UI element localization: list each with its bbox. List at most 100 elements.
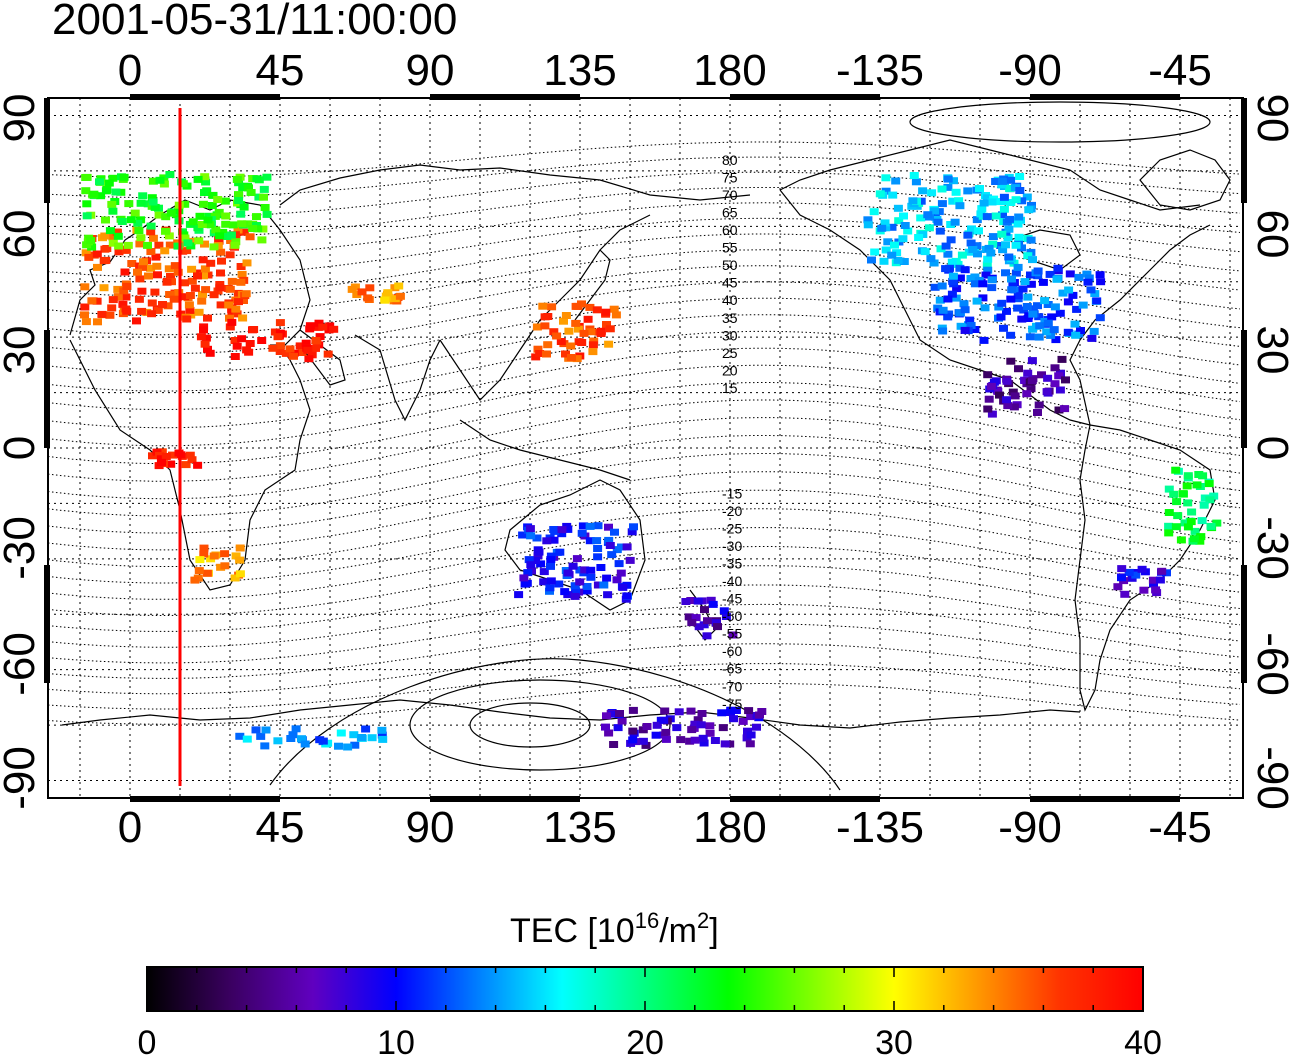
- tec-cell: [999, 198, 1009, 205]
- tec-cell: [185, 451, 195, 459]
- tec-cell: [893, 256, 903, 264]
- tec-cell: [172, 211, 182, 219]
- tec-cell: [209, 291, 219, 299]
- tec-cell: [1198, 472, 1208, 480]
- tec-cell: [681, 598, 691, 605]
- tec-cell: [134, 227, 144, 235]
- tec-cell: [1063, 298, 1073, 306]
- tec-cell: [147, 194, 157, 202]
- tec-cell: [628, 736, 638, 744]
- mag-lat-contour: [48, 249, 1241, 316]
- tec-cell: [314, 319, 324, 327]
- tec-cell: [1005, 215, 1014, 223]
- tec-cell: [173, 242, 183, 250]
- tec-cell: [1022, 303, 1032, 310]
- tec-cell: [324, 326, 334, 334]
- tec-cell: [157, 458, 166, 466]
- tec-cell: [887, 223, 897, 231]
- tec-cell: [933, 218, 943, 226]
- tec-cell: [1006, 295, 1016, 303]
- tec-cell: [1200, 494, 1210, 502]
- tec-cell: [705, 722, 715, 730]
- tec-cell: [1183, 523, 1193, 531]
- tec-cell: [200, 173, 210, 181]
- tec-cell: [367, 734, 377, 742]
- tec-cell: [687, 726, 697, 734]
- tec-cell: [318, 737, 328, 745]
- tec-cell: [987, 198, 997, 206]
- tec-cell: [252, 213, 261, 221]
- bottom-lon-label: 90: [406, 803, 455, 852]
- tec-cell: [731, 707, 741, 714]
- tec-cell: [93, 263, 102, 271]
- tec-cell: [199, 272, 208, 280]
- tec-cell: [983, 266, 993, 274]
- tec-cell: [241, 290, 251, 298]
- tec-cell: [124, 200, 134, 208]
- tec-cell: [281, 349, 291, 357]
- tec-cell: [217, 257, 226, 265]
- tec-cell: [572, 355, 582, 363]
- top-lon-label: -45: [1148, 46, 1212, 95]
- tec-cell: [238, 184, 248, 192]
- tec-cell: [1195, 537, 1205, 545]
- tec-cell: [146, 248, 156, 255]
- tec-cell: [898, 235, 908, 243]
- right-lat-label: 90: [1248, 94, 1292, 143]
- tec-cell: [983, 255, 993, 263]
- contour-label: -75: [722, 696, 742, 712]
- tec-cell: [575, 578, 585, 586]
- tec-cell: [185, 292, 195, 299]
- contour-label: -45: [722, 591, 742, 607]
- tec-cell: [955, 309, 965, 317]
- tec-cell: [877, 224, 887, 232]
- tec-cell: [1173, 512, 1183, 520]
- tec-cell: [745, 740, 755, 748]
- tec-cell: [933, 304, 943, 312]
- tec-cell: [1023, 293, 1033, 301]
- tec-cell: [114, 248, 124, 256]
- tec-cell: [134, 295, 144, 303]
- tec-cell: [226, 231, 236, 239]
- frame-bar-side: [44, 98, 50, 203]
- tec-cell: [275, 329, 285, 337]
- tec-cell: [998, 246, 1008, 254]
- tec-cell: [536, 560, 546, 568]
- tec-cell: [560, 588, 570, 596]
- tec-cell: [343, 743, 353, 751]
- tec-cell: [593, 581, 603, 589]
- tec-cell: [611, 311, 621, 319]
- tec-cell: [221, 220, 231, 228]
- tec-cell: [602, 574, 612, 582]
- tec-cell: [578, 522, 588, 530]
- tec-cell: [336, 729, 346, 737]
- mag-lat-contour: [48, 565, 1241, 632]
- tec-cell: [203, 314, 212, 322]
- tec-cell: [1086, 286, 1096, 294]
- tec-cell: [1051, 336, 1061, 344]
- tec-cell: [245, 233, 255, 241]
- tec-cell: [121, 246, 131, 254]
- tec-cell: [180, 279, 189, 287]
- colorbar-tick-label: 20: [626, 1024, 664, 1057]
- tec-cell: [542, 537, 552, 545]
- tec-cell: [986, 249, 996, 257]
- tec-cell: [987, 410, 997, 418]
- tec-cell: [601, 308, 611, 316]
- tec-cell: [685, 737, 695, 745]
- tec-cell: [1022, 193, 1032, 201]
- tec-cell: [674, 708, 684, 716]
- tec-cell: [1117, 565, 1127, 573]
- tec-cell: [550, 527, 560, 535]
- tec-cell: [1028, 256, 1037, 264]
- right-lat-label: 0: [1248, 436, 1292, 460]
- contour-label: 25: [722, 345, 738, 361]
- contour-label: -70: [722, 678, 742, 694]
- tec-cell: [526, 532, 536, 540]
- tec-data-points: [80, 171, 1222, 751]
- tec-cell: [311, 337, 321, 344]
- tec-cell: [920, 248, 930, 256]
- tec-cell: [1047, 313, 1057, 321]
- tec-cell: [200, 240, 209, 248]
- tec-cell: [1096, 278, 1106, 286]
